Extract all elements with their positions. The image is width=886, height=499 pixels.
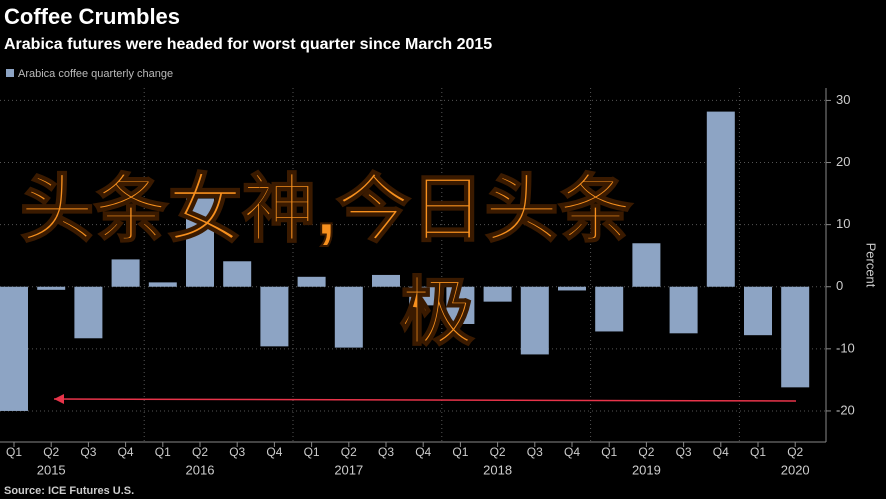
x-tick-label: Q1: [452, 445, 468, 459]
x-group-label: 2016: [186, 462, 215, 477]
bar: [37, 286, 66, 290]
y-axis-title: Percent: [864, 243, 879, 288]
x-tick-label: Q2: [490, 445, 506, 459]
x-tick-label: Q1: [304, 445, 320, 459]
x-tick-label: Q3: [80, 445, 96, 459]
plot: -20 -10 0 10 20 30 Q1 Q2 2015 Q3 Q4 Q1 Q2 2016 Q3 Q4 Q1 Q…: [0, 88, 855, 477]
x-tick-label: Q4: [564, 445, 580, 459]
x-group-label: 2020: [781, 462, 810, 477]
bar: [744, 286, 772, 336]
bar: [558, 286, 586, 291]
bar: [186, 198, 214, 287]
bar: [483, 286, 512, 302]
x-group-label: 2019: [632, 462, 661, 477]
bar: [669, 286, 698, 334]
bar: [74, 286, 103, 339]
x-tick-label: Q4: [415, 445, 431, 459]
x-tick-label: Q2: [638, 445, 654, 459]
x-tick-label: Q1: [6, 445, 22, 459]
x-tick-label: Q1: [155, 445, 171, 459]
watermark-text: 极: [400, 271, 474, 354]
x-group-label: 2018: [483, 462, 512, 477]
bar: [334, 286, 363, 348]
x-tick-label: Q3: [676, 445, 692, 459]
y-tick-label: -10: [836, 340, 855, 355]
bar: [632, 243, 661, 287]
bar: [223, 261, 252, 287]
watermark: 头条女神,今日头条 极: [19, 167, 634, 355]
x-tick-label: Q1: [601, 445, 617, 459]
x-tick-label: Q2: [341, 445, 357, 459]
bar: [148, 282, 177, 287]
x-tick-label: Q2: [787, 445, 803, 459]
x-tick-label: Q4: [713, 445, 729, 459]
legend-label: Arabica coffee quarterly change: [18, 68, 173, 80]
bar: [409, 286, 438, 306]
x-group-label: 2015: [37, 462, 66, 477]
bar: [595, 286, 624, 332]
watermark-text: 头条女神,今日头条: [20, 168, 633, 251]
bar: [706, 111, 735, 287]
source: Source: ICE Futures U.S.: [4, 485, 134, 497]
y-tick-label: 20: [836, 154, 850, 169]
bar: [520, 286, 549, 355]
bar: [260, 286, 289, 347]
x-group-label: 2017: [334, 462, 363, 477]
legend-swatch: [6, 69, 14, 77]
x-tick-label: Q3: [378, 445, 394, 459]
x-tick-label: Q2: [192, 445, 208, 459]
x-tick-label: Q2: [43, 445, 59, 459]
y-tick-label: -20: [836, 402, 855, 417]
chart-subtitle: Arabica futures were headed for worst qu…: [4, 36, 492, 53]
y-tick-label: 10: [836, 216, 850, 231]
y-tick-label: 0: [836, 278, 843, 293]
x-tick-label: Q3: [527, 445, 543, 459]
bar: [111, 259, 140, 287]
bar: [297, 276, 326, 287]
bar: [372, 274, 400, 287]
bar: [0, 286, 28, 411]
chart-title: Coffee Crumbles: [4, 4, 180, 29]
bar: [446, 286, 475, 324]
annotation-arrow: [53, 398, 797, 402]
bar: [781, 286, 810, 388]
x-tick-label: Q4: [266, 445, 282, 459]
x-tick-label: Q1: [750, 445, 766, 459]
x-tick-label: Q3: [229, 445, 245, 459]
annotation-arrowhead: [54, 394, 64, 404]
y-tick-label: 30: [836, 92, 850, 107]
x-tick-label: Q4: [118, 445, 134, 459]
